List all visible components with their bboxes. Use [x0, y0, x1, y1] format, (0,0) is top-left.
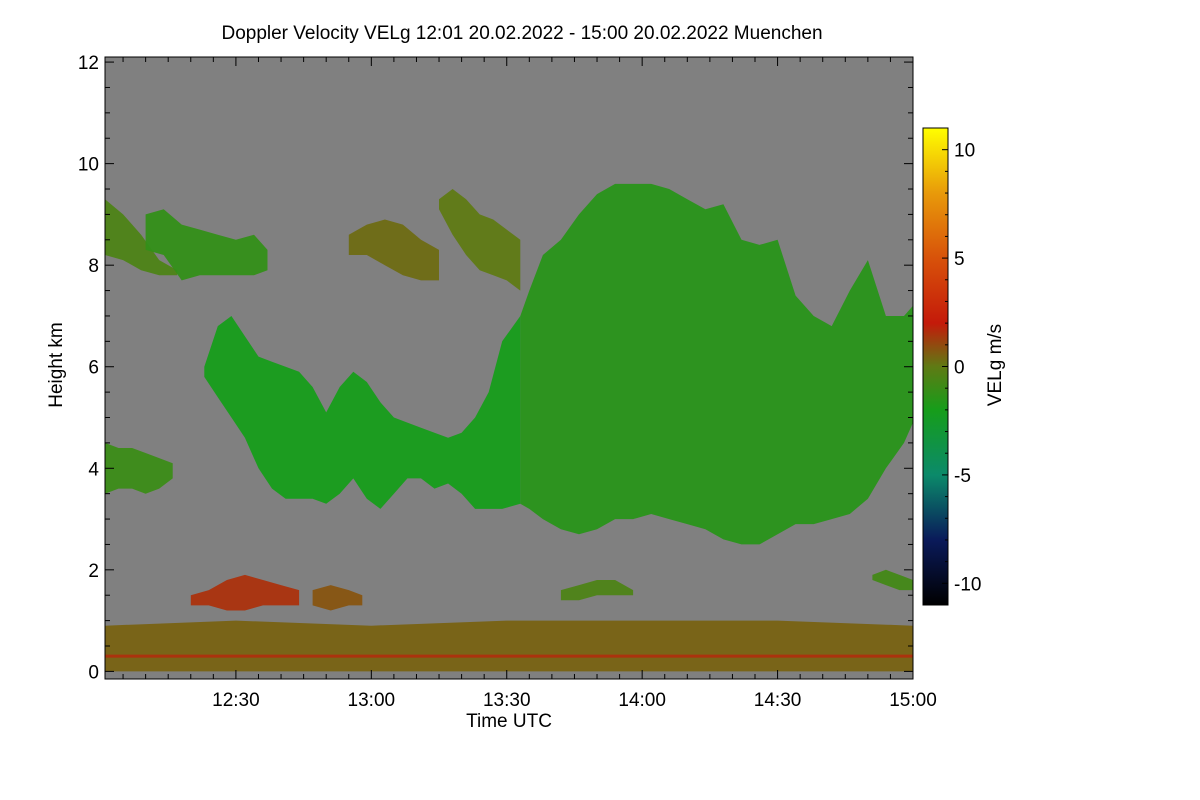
- echo-layer-upper-cloud-mid: [348, 219, 439, 281]
- x-tick-label: 15:00: [889, 690, 937, 711]
- echo-layer-upper-cloud-west-a: [105, 199, 178, 276]
- x-axis-ticks: 12:30 13:00 13:30 14:00 14:30 15:00: [122, 57, 937, 711]
- x-tick-label: 14:00: [618, 690, 666, 711]
- y-tick-label: 4: [88, 459, 99, 480]
- echo-layer-low-layer-1.7km-east: [872, 569, 913, 591]
- x-tick-label: 14:30: [754, 690, 802, 711]
- echo-layer-upper-cloud-east: [439, 189, 521, 291]
- plot-frame: [104, 56, 914, 680]
- echo-layer-low-layer-1.5km-a: [190, 574, 300, 611]
- y-tick-label: 0: [88, 662, 99, 683]
- colorbar-ticks: 10 5 0 -5 -10: [942, 141, 981, 595]
- y-tick-label: 12: [78, 53, 99, 74]
- colorbar-tick-label: 0: [954, 358, 965, 379]
- radar-echo-layers: [105, 183, 913, 672]
- colorbar-tick-label: -5: [954, 466, 971, 487]
- x-tick-label: 12:30: [212, 690, 260, 711]
- y-tick-label: 6: [88, 358, 99, 379]
- y-axis-title: Height km: [46, 322, 67, 408]
- echo-layer-upper-cloud-west-b: [145, 209, 268, 281]
- echo-layer-boundary-layer: [105, 620, 913, 672]
- chart-title: Doppler Velocity VELg 12:01 20.02.2022 -…: [221, 23, 822, 44]
- y-axis-ticks: 0 2 4 6 8 10 12: [78, 53, 913, 683]
- y-tick-label: 2: [88, 561, 99, 582]
- x-axis-title: Time UTC: [466, 711, 552, 732]
- echo-layer-low-layer-1.5km-b: [312, 585, 363, 611]
- colorbar-tick-label: -10: [954, 574, 981, 595]
- y-tick-label: 8: [88, 256, 99, 277]
- echo-layer-low-layer-1.5km-c: [560, 580, 634, 601]
- colorbar-title: VELg m/s: [985, 324, 1006, 406]
- echo-layer-main-cloud-body: [520, 183, 913, 545]
- x-tick-label: 13:00: [348, 690, 396, 711]
- echo-layer-mid-cloud-west: [204, 316, 521, 509]
- colorbar-tick-label: 10: [954, 141, 975, 162]
- y-tick-label: 10: [78, 155, 99, 176]
- echo-layer-left-cloud-4km: [105, 442, 173, 494]
- colorbar-tick-label: 5: [954, 249, 965, 270]
- x-tick-label: 13:30: [483, 690, 531, 711]
